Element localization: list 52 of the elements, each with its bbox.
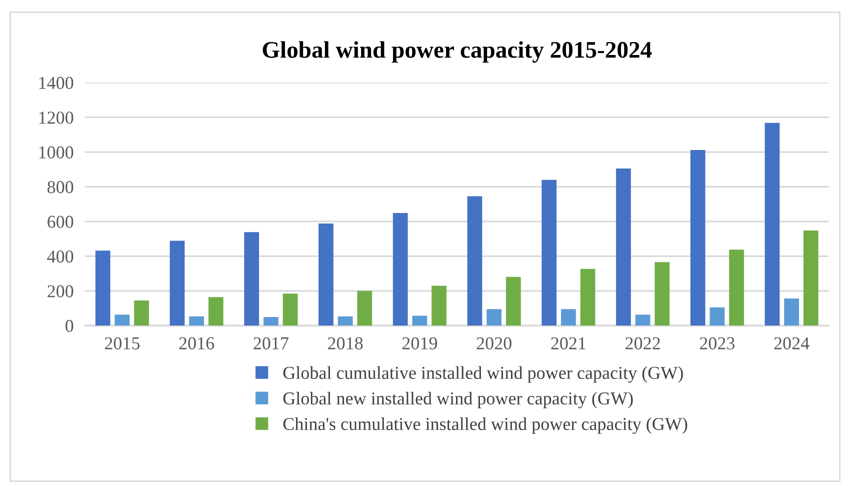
bar xyxy=(486,309,502,326)
bar xyxy=(635,314,650,326)
bar xyxy=(244,232,260,326)
bar xyxy=(357,290,372,326)
x-tick-label: 2015 xyxy=(104,337,140,350)
y-tick-label: 1000 xyxy=(39,146,74,158)
x-tick-label: 2019 xyxy=(402,337,438,350)
y-tick-label: 600 xyxy=(48,216,74,228)
x-tick-label: 2021 xyxy=(551,337,586,350)
bar xyxy=(134,300,149,326)
bar xyxy=(803,230,818,326)
legend-label: China's cumulative installed wind power capacity (GW) xyxy=(283,417,688,434)
x-tick-label: 2022 xyxy=(626,337,660,350)
bar xyxy=(282,294,298,326)
bar xyxy=(208,297,224,326)
y-tick-label: 0 xyxy=(66,320,74,332)
x-tick-label: 2016 xyxy=(179,337,214,350)
bar xyxy=(264,316,278,326)
bar xyxy=(412,316,428,326)
bar xyxy=(784,298,799,326)
bar xyxy=(542,180,557,326)
bar xyxy=(561,309,576,326)
bar xyxy=(392,212,408,326)
bar xyxy=(170,240,185,326)
x-tick-label: 2023 xyxy=(700,337,735,350)
bar xyxy=(189,316,204,326)
y-tick-label: 200 xyxy=(48,285,74,298)
bar xyxy=(764,122,780,326)
bar xyxy=(467,196,482,326)
bar xyxy=(114,314,130,326)
bar xyxy=(318,224,334,326)
bar xyxy=(710,307,725,326)
bar xyxy=(95,250,110,326)
y-tick-label: 800 xyxy=(47,181,74,194)
legend-label: Global cumulative installed wind power capacity (GW) xyxy=(283,366,683,383)
bar xyxy=(654,262,670,326)
bar xyxy=(690,150,706,326)
x-tick-label: 2020 xyxy=(476,337,512,350)
chart-title: Global wind power capacity 2015-2024 xyxy=(262,41,652,63)
y-tick-label: 1400 xyxy=(39,76,74,90)
legend-label: Global new installed wind power capacity (GW) xyxy=(283,392,633,408)
x-tick-label: 2024 xyxy=(774,337,810,350)
bar xyxy=(338,316,353,326)
bar xyxy=(729,250,744,326)
bar xyxy=(432,286,446,326)
x-tick-label: 2017 xyxy=(254,337,288,350)
x-tick-label: 2018 xyxy=(328,337,363,350)
bar xyxy=(506,276,521,326)
y-tick-label: 1200 xyxy=(39,112,74,124)
y-tick-label: 400 xyxy=(47,250,74,263)
bar xyxy=(580,268,596,326)
bar xyxy=(616,168,631,326)
